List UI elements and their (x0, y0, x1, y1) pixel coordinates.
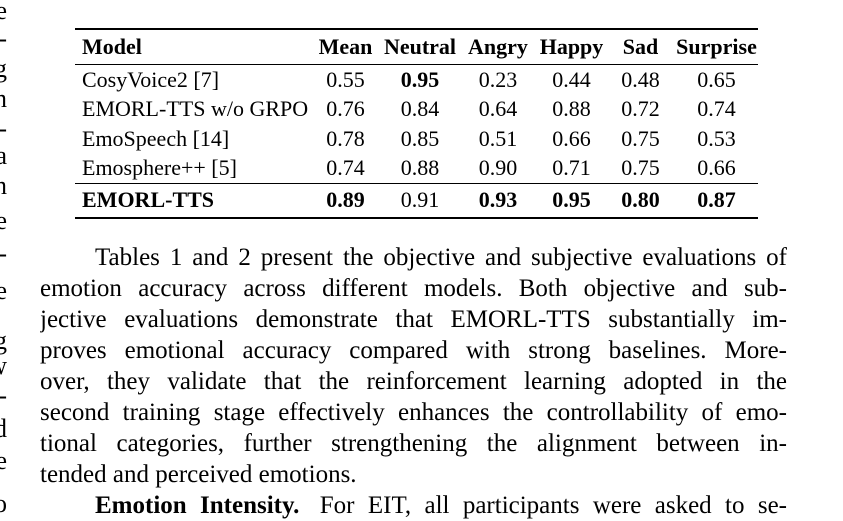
table-cell: 0.95 (552, 187, 591, 213)
table-row-emosphere: Emosphere++ [5] 0.74 0.88 0.90 0.71 0.75… (75, 154, 758, 184)
section-run-in-heading: Emotion Intensity. (95, 492, 300, 519)
body-text-block: Tables 1 and 2 present the objective and… (40, 242, 787, 521)
paragraph-line: Emotion Intensity. For EIT, all particip… (40, 490, 787, 521)
text-fragment: e (0, 276, 7, 305)
text-fragment: e (0, 446, 7, 475)
table-cell: 0.93 (478, 187, 518, 213)
results-table: Model Mean Neutral Angry Happy Sad Surpr… (75, 28, 758, 219)
table-cell: 0.85 (400, 125, 440, 151)
table-cell: 0.87 (697, 187, 736, 213)
table-cell: 0.88 (552, 96, 591, 122)
table-cell: EmoSpeech [14] (82, 125, 230, 151)
column-header-happy: Happy (539, 34, 604, 59)
text-fragment: a (0, 141, 7, 170)
table-cell: 0.65 (697, 66, 736, 92)
table-cell: 0.80 (621, 187, 660, 213)
paragraph-line: over, they validate that the reinforceme… (40, 368, 787, 395)
paragraph-line: emotion accuracy across different models… (40, 275, 787, 302)
table-cell: 0.71 (552, 155, 591, 181)
table-cell: 0.89 (326, 187, 365, 213)
table-cell: 0.84 (400, 96, 440, 122)
table-cell: 0.44 (552, 66, 591, 92)
paragraph-line: tended and perceived emotions. (40, 461, 357, 488)
text-fragment: o (0, 489, 7, 518)
text-fragment: g (0, 54, 7, 83)
table-cell: 0.48 (621, 66, 660, 92)
table-cell: 0.66 (697, 155, 736, 181)
table-cell: 0.51 (478, 125, 518, 151)
table-cell: 0.64 (478, 96, 518, 122)
left-column-text-fragments: e - g n - a n e - e g w - d e o (0, 0, 9, 521)
table-cell: EMORL-TTS (82, 187, 215, 213)
text-fragment: - (0, 239, 7, 269)
table-cell: 0.75 (621, 125, 660, 151)
text-fragment: e (0, 0, 7, 25)
column-header-model: Model (82, 34, 142, 59)
table-cell: 0.78 (326, 125, 365, 151)
paragraph-line: jective evaluations demonstrate that EMO… (40, 306, 787, 333)
text-fragment: - (0, 24, 7, 54)
table-row-emospeech: EmoSpeech [14] 0.78 0.85 0.51 0.66 0.75 … (75, 124, 758, 154)
table-cell: 0.88 (400, 155, 440, 181)
column-header-surprise: Surprise (676, 34, 757, 59)
column-header-angry: Angry (468, 34, 528, 59)
table-cell: 0.72 (621, 96, 660, 122)
table-cell: 0.75 (621, 155, 660, 181)
paragraph-line: Tables 1 and 2 present the objective and… (95, 244, 787, 271)
table-cell: Emosphere++ [5] (82, 155, 237, 181)
paragraph-line: second training stage effectively enhanc… (40, 399, 787, 426)
table-cell: 0.95 (400, 66, 440, 92)
table-cell: 0.91 (400, 187, 440, 213)
text-fragment: n (0, 171, 7, 200)
text-fragment: n (0, 84, 7, 113)
text-fragment: e (0, 206, 7, 235)
text-fragment: d (0, 414, 7, 443)
paragraph-line: tional categories, further strengthening… (40, 430, 787, 457)
table-cell: EMORL-TTS w/o GRPO (82, 96, 309, 122)
table-cell: 0.76 (326, 96, 365, 122)
table-row-emorl-tts: EMORL-TTS 0.89 0.91 0.93 0.95 0.80 0.87 (75, 183, 758, 217)
table-cell: 0.74 (326, 155, 365, 181)
column-header-neutral: Neutral (383, 34, 457, 59)
table-cell: 0.66 (552, 125, 591, 151)
text-fragment: - (0, 381, 7, 411)
table-cell: 0.55 (326, 66, 365, 92)
text-fragment: - (0, 114, 7, 144)
text-fragment: g (0, 326, 7, 355)
table-cell: 0.23 (478, 66, 518, 92)
table-cell: 0.53 (697, 125, 736, 151)
column-header-sad: Sad (622, 34, 659, 59)
table-cell: 0.90 (478, 155, 518, 181)
text-fragment: w (0, 351, 7, 381)
table-row-cosyvoice2: CosyVoice2 [7] 0.55 0.95 0.23 0.44 0.48 … (75, 65, 758, 95)
paragraph-line: proves emotional accuracy compared with … (40, 337, 787, 364)
table-cell: 0.74 (697, 96, 736, 122)
paragraph-text: For EIT, all participants were asked to … (319, 492, 787, 519)
table-cell: CosyVoice2 [7] (82, 66, 220, 92)
column-header-mean: Mean (318, 34, 373, 59)
table-header-row: Model Mean Neutral Angry Happy Sad Surpr… (75, 30, 758, 65)
table-row-emorl-tts-wo-grpo: EMORL-TTS w/o GRPO 0.76 0.84 0.64 0.88 0… (75, 95, 758, 125)
